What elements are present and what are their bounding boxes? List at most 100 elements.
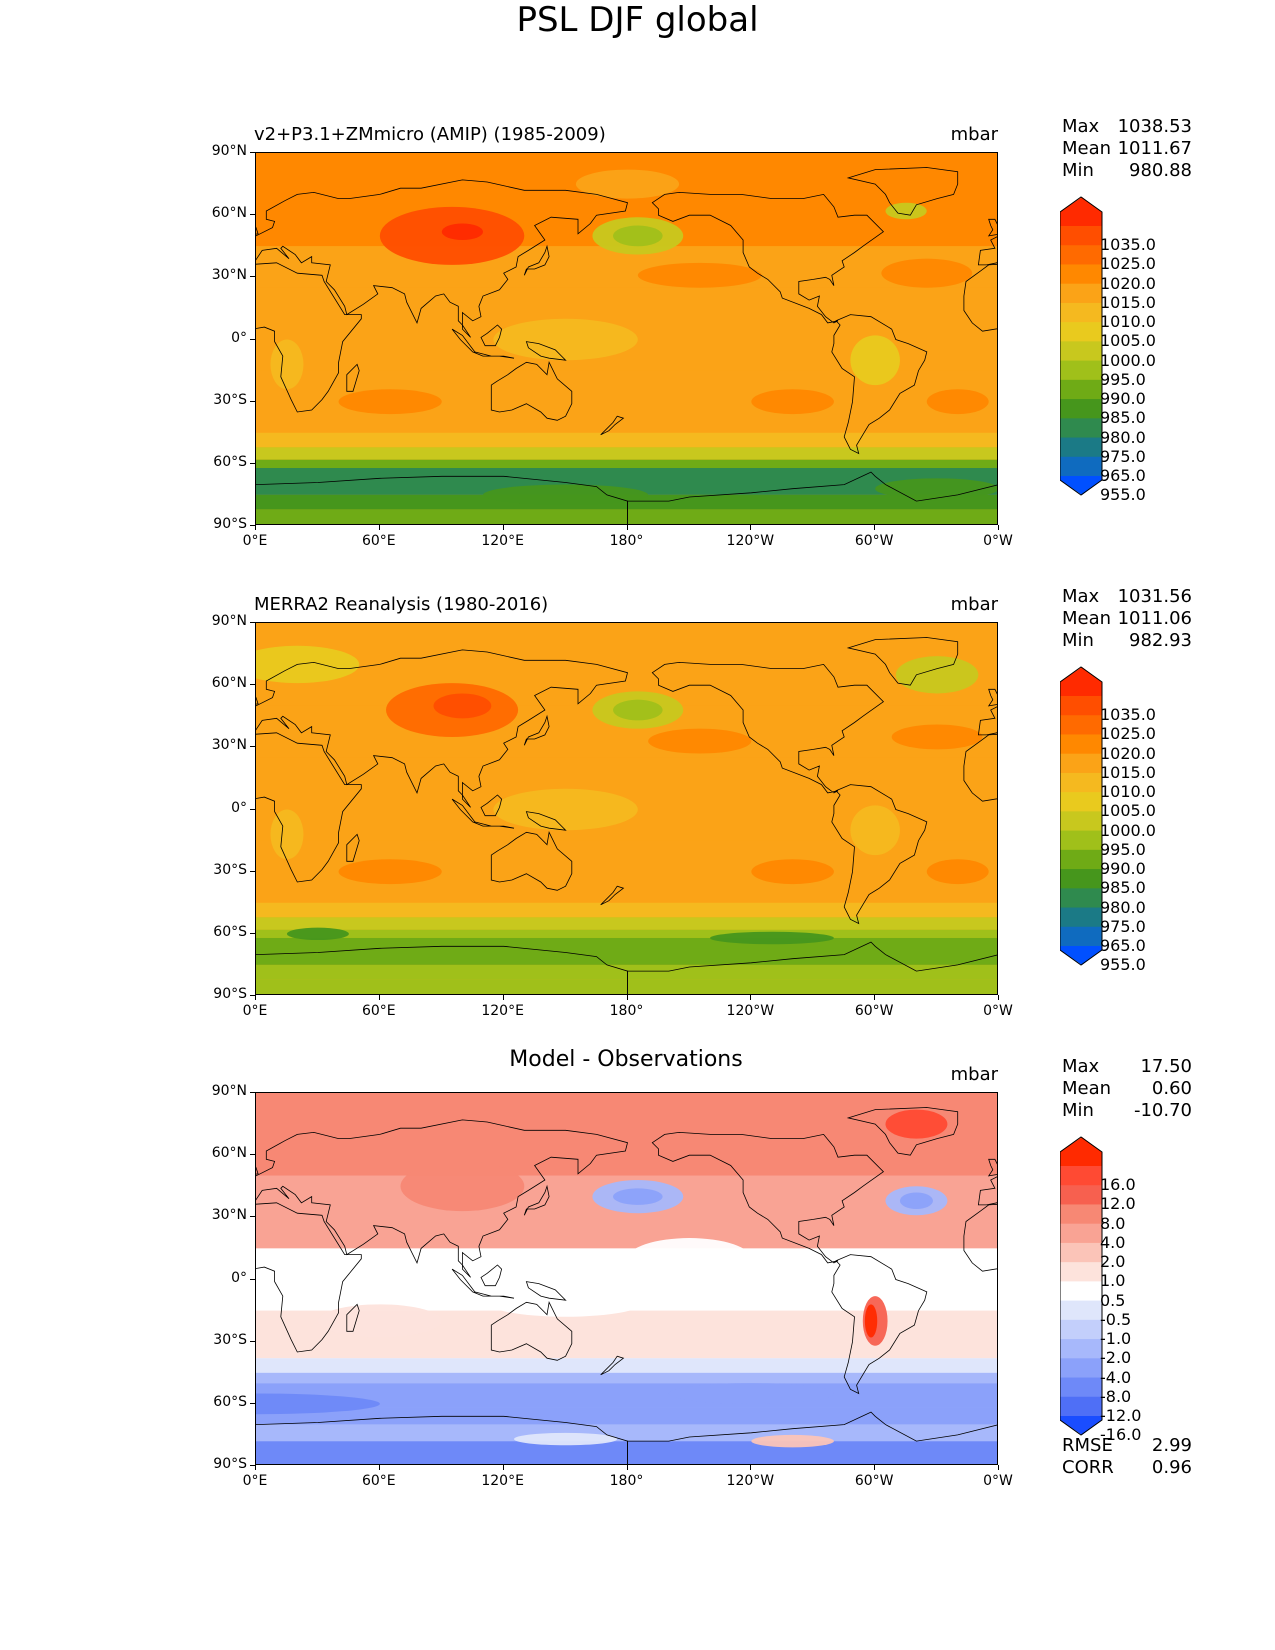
field-contour (864, 1304, 878, 1338)
field-contour (850, 805, 900, 856)
colorbar-segment (1060, 849, 1102, 870)
lat-label: 60°S (213, 453, 247, 470)
lat-label: 90°S (213, 1456, 247, 1472)
colorbar-tick-label: 1000.0 (1100, 350, 1156, 370)
coastline-namerica (651, 1131, 885, 1264)
colorbar (1060, 666, 1103, 966)
field-band (256, 902, 997, 918)
coastline-eurasia (256, 1119, 628, 1278)
coastline-indonesia (451, 1268, 515, 1299)
lon-tick (626, 1465, 628, 1470)
lat-tick (250, 1092, 255, 1093)
coastline-antarctica (256, 1415, 628, 1464)
stat-row: Mean 1011.67 (1062, 138, 1192, 160)
metric-row: CORR 0.96 (1062, 1457, 1192, 1479)
coastline-newzealand (600, 415, 625, 436)
colorbar-tick-label: 1010.0 (1100, 312, 1156, 332)
lon-tick (874, 525, 876, 530)
stat-key: Mean (1062, 1078, 1112, 1099)
metric-value: 0.96 (1151, 1457, 1192, 1478)
field-band (256, 1407, 997, 1425)
map-canvas (256, 1093, 997, 1464)
colorbar-segment (1060, 245, 1102, 265)
stats-box: Max 1031.56 Mean 1011.06 Min 982.93 (1062, 586, 1192, 652)
field-band (256, 1093, 997, 1176)
colorbar-segment (1060, 418, 1102, 439)
colorbar-segment (1060, 1166, 1102, 1186)
field-contour (885, 202, 927, 220)
metric-value: 2.99 (1151, 1435, 1192, 1456)
field-contour (751, 1434, 834, 1448)
stat-value: 1011.67 (1117, 138, 1192, 159)
lon-label: 180° (609, 533, 644, 549)
coastline-madagascar (346, 1303, 360, 1332)
coastline-japan (523, 1184, 550, 1216)
field-band (256, 1441, 997, 1464)
colorbar-tick-label: 965.0 (1100, 936, 1146, 955)
lon-tick (255, 995, 256, 1000)
colorbar-segment (1060, 302, 1102, 323)
field-contour (926, 859, 989, 885)
colorbar-tick-label: 12.0 (1100, 1194, 1136, 1214)
lon-tick (998, 1465, 999, 1470)
field-band (256, 1424, 997, 1442)
lon-tick (502, 1465, 504, 1470)
colorbar-tick-label: 975.0 (1100, 446, 1146, 466)
lon-tick (502, 995, 504, 1000)
stat-value: 1038.53 (1117, 116, 1192, 137)
field-contour (256, 1393, 380, 1415)
field-contour (891, 724, 983, 750)
lat-tick (250, 462, 255, 464)
colorbar-segment (1060, 341, 1102, 362)
colorbar-segment (1060, 1300, 1102, 1321)
field-band (256, 964, 997, 980)
colorbar-segment (1060, 1396, 1102, 1417)
colorbar-tick-label: 995.0 (1100, 839, 1146, 859)
stat-row: Max 1038.53 (1062, 116, 1192, 138)
lon-label: 60°E (361, 533, 396, 549)
field-contour (637, 262, 762, 288)
coastline-newguinea (525, 1281, 567, 1301)
lat-tick (250, 338, 255, 340)
coastline-japan (523, 244, 550, 276)
lat-label: 90°N (211, 1083, 247, 1099)
colorbar-extend-min (1060, 1416, 1102, 1435)
colorbar-tick-label: 1.0 (1100, 1271, 1126, 1291)
colorbar-segment (1060, 869, 1102, 889)
lat-tick (250, 684, 255, 686)
coastline-antarctica (627, 1411, 997, 1464)
colorbar-segment (1060, 1358, 1102, 1379)
lon-label: 60°E (361, 1003, 396, 1019)
field-contour (338, 859, 442, 885)
colorbar-tick-label: 985.0 (1100, 408, 1146, 428)
lat-label: 30°N (211, 737, 247, 754)
colorbar-tick-label: -1.0 (1100, 1329, 1132, 1349)
lat-tick (250, 622, 255, 623)
colorbar-segment (1060, 811, 1102, 832)
colorbar-segment (1060, 715, 1102, 735)
colorbar-extend-min (1060, 476, 1102, 495)
lat-label: 60°N (211, 1145, 247, 1162)
colorbar-segment (1060, 1262, 1102, 1282)
colorbar-tick-label: 1005.0 (1100, 331, 1156, 351)
lat-tick (250, 870, 255, 872)
stat-row: Mean 0.60 (1062, 1078, 1192, 1100)
lon-label: 180° (609, 1473, 644, 1489)
colorbar (1060, 196, 1103, 496)
lon-tick (626, 995, 628, 1000)
stat-value: -10.70 (1133, 1100, 1192, 1121)
lon-tick (378, 1465, 380, 1470)
colorbar-segment (1060, 437, 1102, 458)
field-contour (493, 318, 638, 361)
stat-key: Mean (1062, 138, 1112, 159)
coastline-namerica (651, 661, 885, 794)
coastline-uk (256, 696, 259, 705)
map-frame (255, 1092, 998, 1465)
colorbar-segment (1060, 888, 1102, 909)
colorbar-tick-label: -12.0 (1100, 1406, 1142, 1425)
coastline-newzealand (600, 1355, 625, 1376)
coastline-antarctica (627, 471, 997, 524)
coastline-samerica (831, 784, 928, 925)
lon-label: 0°E (242, 533, 268, 549)
coastline-africa (256, 732, 362, 883)
